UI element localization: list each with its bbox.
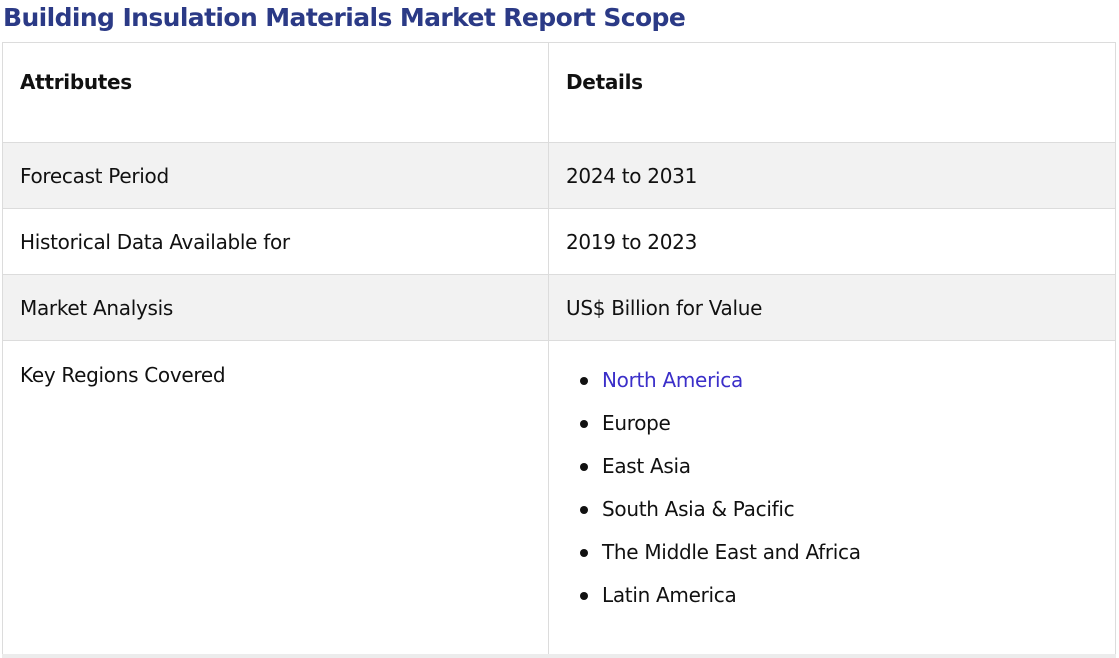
detail-cell: 2024 to 2031 [548, 142, 1116, 209]
region-item-europe: Europe [580, 410, 1115, 453]
region-link-north-america[interactable]: North America [602, 368, 743, 392]
table-row: Forecast Period 2024 to 2031 [2, 142, 1116, 209]
region-item-south-asia-pacific: South Asia & Pacific [580, 496, 1115, 539]
table-header-row: Attributes Details [2, 42, 1116, 143]
page-title: Building Insulation Materials Market Rep… [3, 3, 686, 32]
table-row: Historical Data Available for 2019 to 20… [2, 208, 1116, 275]
detail-cell: 2019 to 2023 [548, 208, 1116, 275]
region-list: North America Europe East Asia South Asi… [566, 367, 1115, 625]
attribute-cell: Key Regions Covered [2, 340, 549, 657]
region-item-middle-east-africa: The Middle East and Africa [580, 539, 1115, 582]
column-header-details: Details [548, 42, 1116, 143]
report-scope-table: Attributes Details Forecast Period 2024 … [2, 42, 1116, 657]
regions-detail-cell: North America Europe East Asia South Asi… [548, 340, 1116, 657]
table-row-key-regions: Key Regions Covered North America Europe… [2, 340, 1116, 657]
next-row-edge [2, 654, 1116, 658]
region-item-east-asia: East Asia [580, 453, 1115, 496]
attribute-cell: Historical Data Available for [2, 208, 549, 275]
column-header-attributes: Attributes [2, 42, 549, 143]
detail-cell: US$ Billion for Value [548, 274, 1116, 341]
region-item-north-america[interactable]: North America [580, 367, 1115, 410]
attribute-cell: Forecast Period [2, 142, 549, 209]
attribute-cell: Market Analysis [2, 274, 549, 341]
region-item-latin-america: Latin America [580, 582, 1115, 625]
table-row: Market Analysis US$ Billion for Value [2, 274, 1116, 341]
